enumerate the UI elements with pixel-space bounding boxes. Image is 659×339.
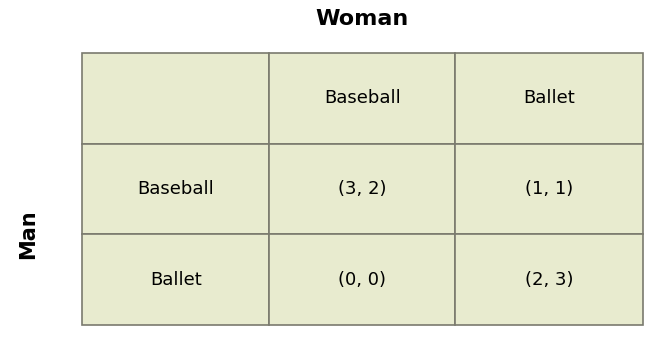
Text: Man: Man: [18, 210, 38, 259]
Text: (0, 0): (0, 0): [338, 271, 386, 289]
Text: Woman: Woman: [316, 9, 409, 28]
Text: (3, 2): (3, 2): [338, 180, 386, 198]
Text: (1, 1): (1, 1): [525, 180, 573, 198]
Text: (2, 3): (2, 3): [525, 271, 573, 289]
Text: Ballet: Ballet: [150, 271, 202, 289]
Text: Baseball: Baseball: [324, 89, 401, 107]
Text: Baseball: Baseball: [137, 180, 214, 198]
Text: Ballet: Ballet: [523, 89, 575, 107]
